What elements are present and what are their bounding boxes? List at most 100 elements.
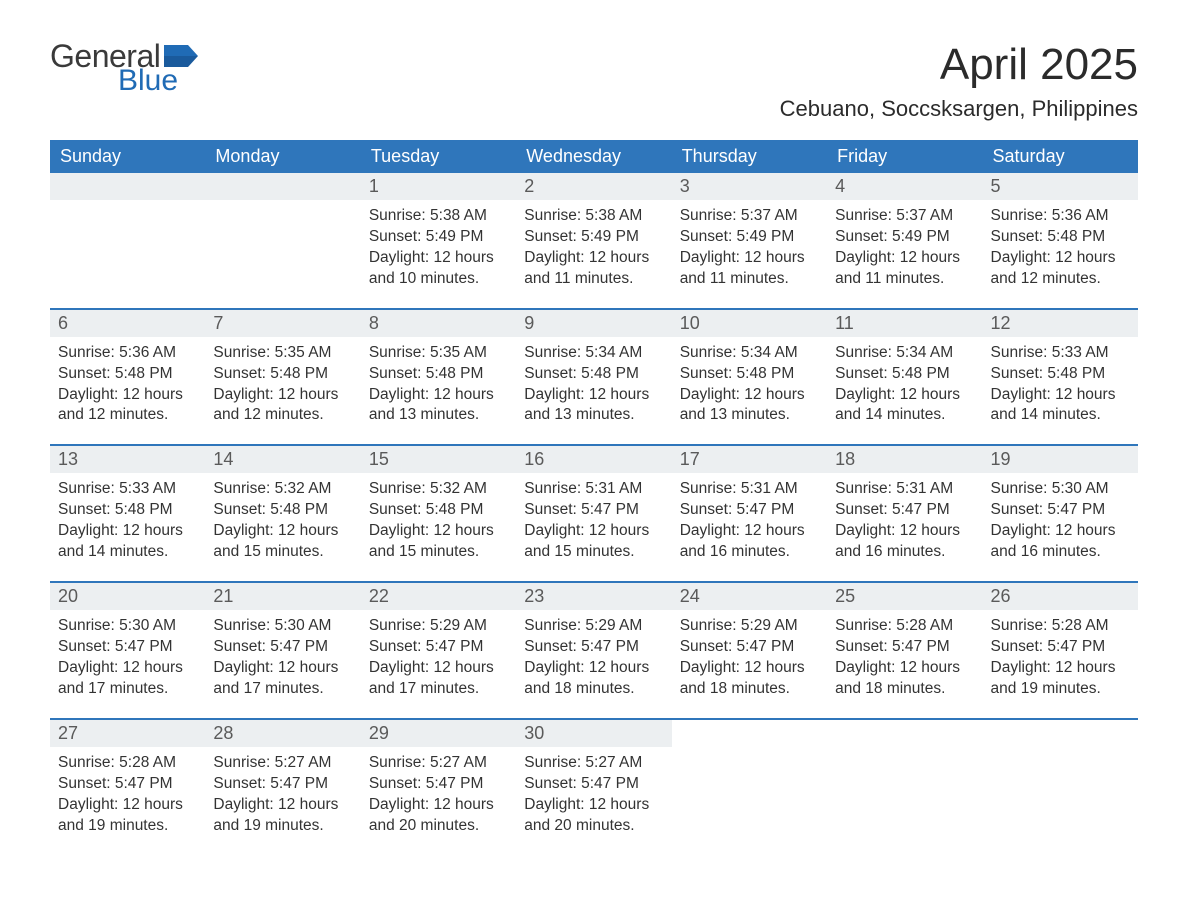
day-number-bar: 6 — [50, 310, 205, 337]
sunset-text: Sunset: 5:47 PM — [58, 637, 197, 658]
sunset-text: Sunset: 5:47 PM — [213, 774, 352, 795]
daylight-text: and 14 minutes. — [991, 405, 1130, 426]
day-cell: 5Sunrise: 5:36 AMSunset: 5:48 PMDaylight… — [983, 173, 1138, 308]
day-number: 1 — [369, 176, 379, 196]
sunrise-text: Sunrise: 5:30 AM — [213, 616, 352, 637]
day-number-bar: 19 — [983, 446, 1138, 473]
day-number-bar: 30 — [516, 720, 671, 747]
sunset-text: Sunset: 5:48 PM — [991, 227, 1130, 248]
sunset-text: Sunset: 5:49 PM — [524, 227, 663, 248]
daylight-text: Daylight: 12 hours — [369, 248, 508, 269]
day-number — [58, 176, 63, 196]
sunset-text: Sunset: 5:48 PM — [524, 364, 663, 385]
daylight-text: Daylight: 12 hours — [369, 795, 508, 816]
daylight-text: and 16 minutes. — [835, 542, 974, 563]
day-body: Sunrise: 5:34 AMSunset: 5:48 PMDaylight:… — [827, 337, 982, 427]
daylight-text: and 13 minutes. — [369, 405, 508, 426]
weeks-container: 1Sunrise: 5:38 AMSunset: 5:49 PMDaylight… — [50, 173, 1138, 854]
day-body: Sunrise: 5:35 AMSunset: 5:48 PMDaylight:… — [361, 337, 516, 427]
day-body: Sunrise: 5:31 AMSunset: 5:47 PMDaylight:… — [516, 473, 671, 563]
day-body: Sunrise: 5:30 AMSunset: 5:47 PMDaylight:… — [983, 473, 1138, 563]
day-number-bar — [827, 720, 982, 747]
sunset-text: Sunset: 5:48 PM — [369, 500, 508, 521]
sunrise-text: Sunrise: 5:31 AM — [524, 479, 663, 500]
day-body: Sunrise: 5:33 AMSunset: 5:48 PMDaylight:… — [983, 337, 1138, 427]
day-number: 6 — [58, 313, 68, 333]
day-cell: 2 Sunrise: 5:38 AMSunset: 5:49 PMDaylight… — [516, 173, 671, 308]
day-number-bar — [983, 720, 1138, 747]
day-body — [827, 747, 982, 807]
day-cell: 19 Sunrise: 5:30 AMSunset: 5:47 PMDayligh… — [983, 446, 1138, 581]
daylight-text: Daylight: 12 hours — [213, 385, 352, 406]
daylight-text: and 10 minutes. — [369, 269, 508, 290]
day-number-bar: 10 — [672, 310, 827, 337]
daylight-text: Daylight: 12 hours — [369, 658, 508, 679]
week-row: 27Sunrise: 5:28 AMSunset: 5:47 PMDayligh… — [50, 718, 1138, 855]
sunset-text: Sunset: 5:47 PM — [524, 637, 663, 658]
day-number — [991, 723, 996, 743]
day-body: Sunrise: 5:29 AMSunset: 5:47 PMDaylight:… — [672, 610, 827, 700]
week-row: 20Sunrise: 5:30 AMSunset: 5:47 PMDayligh… — [50, 581, 1138, 718]
day-number-bar: 2 — [516, 173, 671, 200]
sunset-text: Sunset: 5:49 PM — [680, 227, 819, 248]
day-cell: 23Sunrise: 5:29 AMSunset: 5:47 PMDayligh… — [516, 583, 671, 718]
sunset-text: Sunset: 5:47 PM — [680, 637, 819, 658]
logo-text-blue: Blue — [118, 66, 198, 96]
day-number — [680, 723, 685, 743]
daylight-text: and 14 minutes. — [835, 405, 974, 426]
day-body: Sunrise: 5:37 AMSunset: 5:49 PMDaylight:… — [672, 200, 827, 290]
day-body: Sunrise: 5:38 AMSunset: 5:49 PMDaylight:… — [516, 200, 671, 290]
day-number-bar: 5 — [983, 173, 1138, 200]
daylight-text: Daylight: 12 hours — [835, 521, 974, 542]
day-number: 14 — [213, 449, 233, 469]
sunrise-text: Sunrise: 5:27 AM — [524, 753, 663, 774]
daylight-text: and 11 minutes. — [680, 269, 819, 290]
weekday-friday: Friday — [827, 140, 982, 173]
daylight-text: and 11 minutes. — [835, 269, 974, 290]
day-number: 2 — [524, 176, 534, 196]
day-cell: 17Sunrise: 5:31 AMSunset: 5:47 PMDayligh… — [672, 446, 827, 581]
day-body: Sunrise: 5:31 AMSunset: 5:47 PMDaylight:… — [827, 473, 982, 563]
day-body: Sunrise: 5:30 AMSunset: 5:47 PMDaylight:… — [50, 610, 205, 700]
month-title: April 2025 — [780, 40, 1138, 90]
day-number-bar: 20 — [50, 583, 205, 610]
day-number: 19 — [991, 449, 1011, 469]
sunrise-text: Sunrise: 5:35 AM — [213, 343, 352, 364]
sunrise-text: Sunrise: 5:27 AM — [213, 753, 352, 774]
sunset-text: Sunset: 5:48 PM — [369, 364, 508, 385]
daylight-text: and 19 minutes. — [213, 816, 352, 837]
day-number: 16 — [524, 449, 544, 469]
daylight-text: Daylight: 12 hours — [369, 385, 508, 406]
sunrise-text: Sunrise: 5:33 AM — [991, 343, 1130, 364]
day-cell: 12 Sunrise: 5:33 AMSunset: 5:48 PMDayligh… — [983, 310, 1138, 445]
daylight-text: and 15 minutes. — [369, 542, 508, 563]
sunrise-text: Sunrise: 5:32 AM — [369, 479, 508, 500]
day-number: 3 — [680, 176, 690, 196]
day-cell: 16 Sunrise: 5:31 AMSunset: 5:47 PMDayligh… — [516, 446, 671, 581]
day-number-bar — [205, 173, 360, 200]
sunset-text: Sunset: 5:48 PM — [58, 500, 197, 521]
day-cell: 4Sunrise: 5:37 AMSunset: 5:49 PMDaylight… — [827, 173, 982, 308]
day-number: 8 — [369, 313, 379, 333]
sunset-text: Sunset: 5:48 PM — [680, 364, 819, 385]
day-body — [50, 200, 205, 260]
day-number: 12 — [991, 313, 1011, 333]
day-number: 18 — [835, 449, 855, 469]
logo: General Blue — [50, 40, 198, 96]
daylight-text: and 17 minutes. — [369, 679, 508, 700]
day-cell: 10Sunrise: 5:34 AMSunset: 5:48 PMDayligh… — [672, 310, 827, 445]
daylight-text: Daylight: 12 hours — [680, 385, 819, 406]
weekday-wednesday: Wednesday — [516, 140, 671, 173]
sunset-text: Sunset: 5:47 PM — [835, 637, 974, 658]
sunrise-text: Sunrise: 5:29 AM — [680, 616, 819, 637]
daylight-text: Daylight: 12 hours — [524, 658, 663, 679]
sunrise-text: Sunrise: 5:28 AM — [835, 616, 974, 637]
day-body: Sunrise: 5:30 AMSunset: 5:47 PMDaylight:… — [205, 610, 360, 700]
daylight-text: Daylight: 12 hours — [991, 248, 1130, 269]
day-body: Sunrise: 5:36 AMSunset: 5:48 PMDaylight:… — [983, 200, 1138, 290]
sunrise-text: Sunrise: 5:35 AM — [369, 343, 508, 364]
day-number-bar: 7 — [205, 310, 360, 337]
day-cell: 3 Sunrise: 5:37 AMSunset: 5:49 PMDaylight… — [672, 173, 827, 308]
day-number: 17 — [680, 449, 700, 469]
sunrise-text: Sunrise: 5:38 AM — [524, 206, 663, 227]
